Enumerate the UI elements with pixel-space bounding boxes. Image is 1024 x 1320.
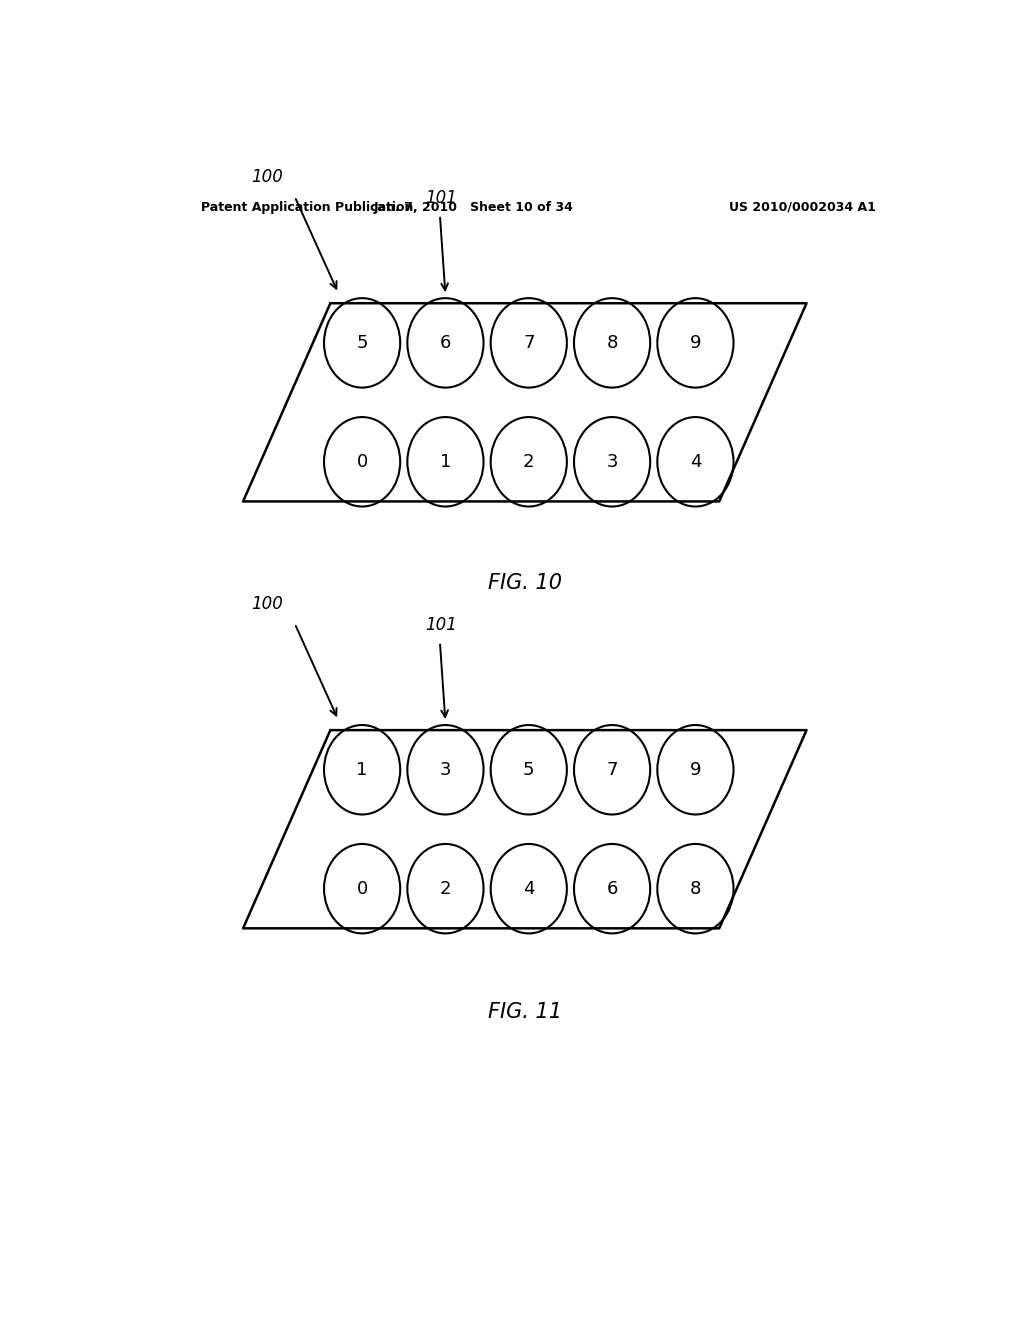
Text: 0: 0 xyxy=(356,453,368,471)
Text: 5: 5 xyxy=(356,334,368,352)
Text: US 2010/0002034 A1: US 2010/0002034 A1 xyxy=(729,201,876,214)
Text: 1: 1 xyxy=(356,760,368,779)
Text: 7: 7 xyxy=(606,760,617,779)
Text: 100: 100 xyxy=(251,595,283,614)
Text: 7: 7 xyxy=(523,334,535,352)
Text: 6: 6 xyxy=(439,334,452,352)
Text: 3: 3 xyxy=(606,453,617,471)
Text: Patent Application Publication: Patent Application Publication xyxy=(201,201,414,214)
Text: 2: 2 xyxy=(523,453,535,471)
Text: 1: 1 xyxy=(439,453,452,471)
Text: FIG. 10: FIG. 10 xyxy=(487,573,562,593)
Text: 4: 4 xyxy=(690,453,701,471)
Text: 9: 9 xyxy=(690,334,701,352)
Text: 0: 0 xyxy=(356,879,368,898)
Text: 5: 5 xyxy=(523,760,535,779)
Text: 3: 3 xyxy=(439,760,452,779)
Text: Jan. 7, 2010   Sheet 10 of 34: Jan. 7, 2010 Sheet 10 of 34 xyxy=(374,201,573,214)
Text: 101: 101 xyxy=(426,615,458,634)
Text: 4: 4 xyxy=(523,879,535,898)
Text: 8: 8 xyxy=(606,334,617,352)
Text: 9: 9 xyxy=(690,760,701,779)
Text: 101: 101 xyxy=(426,189,458,207)
Text: 6: 6 xyxy=(606,879,617,898)
Text: 2: 2 xyxy=(439,879,452,898)
Text: FIG. 11: FIG. 11 xyxy=(487,1002,562,1022)
Text: 8: 8 xyxy=(690,879,701,898)
Text: 100: 100 xyxy=(251,169,283,186)
